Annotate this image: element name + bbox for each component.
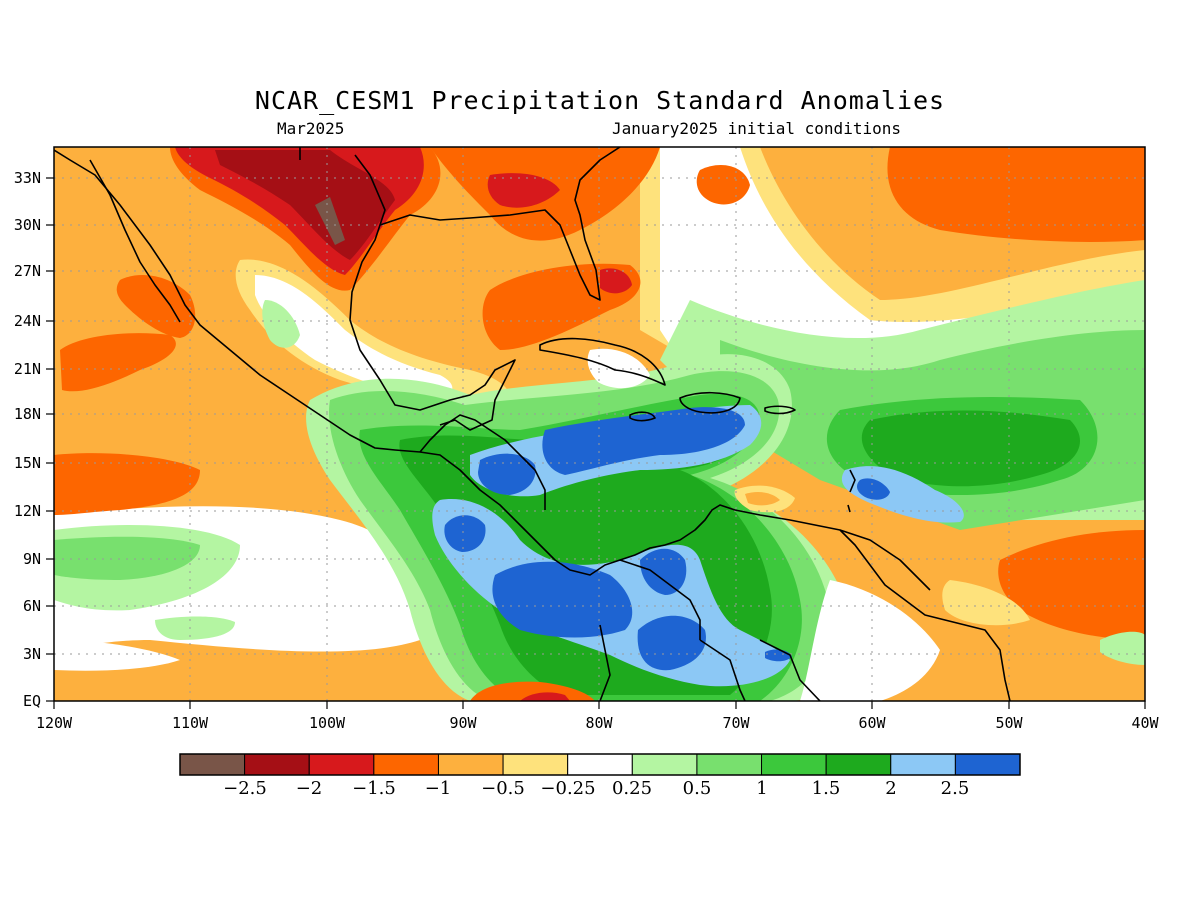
lat-label: 33N [14,169,41,187]
lat-label: 27N [14,262,41,280]
lat-label: 3N [23,645,41,663]
colorbar-swatch [761,753,827,776]
axis-ticks [46,177,1146,709]
colorbar-swatch [179,753,246,776]
colorbar-swatch [437,753,504,776]
lon-label: 120W [36,714,73,732]
lon-label: 80W [585,714,613,732]
lon-label: 100W [309,714,346,732]
colorbar-label: 0.25 [612,778,652,799]
colorbar-swatch [567,753,633,776]
colorbar-swatch [308,753,375,776]
lat-label: 24N [14,312,41,330]
colorbar-label: 2 [885,778,896,799]
lon-label: 40W [1131,714,1159,732]
initial-conditions-label: January2025 initial conditions [612,119,901,138]
colorbar-labels: −2.5 −2 −1.5 −1 −0.5 −0.25 0.25 0.5 1 1.… [223,778,969,799]
graticule [54,147,1145,701]
lat-label: EQ [23,692,41,710]
colorbar-label: 1.5 [812,778,841,799]
colorbar-swatch [890,753,956,776]
colorbar: −2.5 −2 −1.5 −1 −0.5 −0.25 0.25 0.5 1 1.… [179,753,1021,799]
lon-label: 70W [722,714,750,732]
lat-label: 9N [23,550,41,568]
colorbar-swatch [373,753,439,776]
longitude-labels: 120W 110W 100W 90W 80W 70W 60W 50W 40W [36,714,1160,732]
forecast-month: Mar2025 [277,119,345,138]
colorbar-frame [179,753,1021,776]
colorbar-label: 0.5 [683,778,712,799]
lat-label: 15N [14,454,41,472]
anomaly-field [54,147,1145,701]
colorbar-swatch [696,753,763,776]
lon-label: 50W [995,714,1023,732]
colorbar-label: −1 [425,778,452,799]
colorbar-label: −2 [296,778,323,799]
colorbar-swatch [631,753,698,776]
lat-label: 12N [14,502,41,520]
lon-label: 90W [449,714,477,732]
lon-label: 110W [172,714,209,732]
lat-label: 6N [23,597,41,615]
colorbar-label: 2.5 [941,778,970,799]
colorbar-swatch [825,753,892,776]
colorbar-label: −2.5 [223,778,267,799]
lat-label: 21N [14,360,41,378]
colorbar-label: −0.25 [540,778,595,799]
map-title: NCAR_CESM1 Precipitation Standard Anomal… [254,86,946,115]
colorbar-label: −0.5 [481,778,525,799]
coastlines [54,147,1011,701]
colorbar-swatch [954,753,1021,776]
colorbar-label: −1.5 [352,778,396,799]
latitude-labels: EQ 3N 6N 9N 12N 15N 18N 21N 24N 27N 30N … [14,169,41,710]
lat-label: 18N [14,405,41,423]
lon-label: 60W [858,714,886,732]
colorbar-label: 1 [756,778,767,799]
lat-label: 30N [14,216,41,234]
colorbar-swatch [244,753,310,776]
colorbar-swatch [502,753,569,776]
